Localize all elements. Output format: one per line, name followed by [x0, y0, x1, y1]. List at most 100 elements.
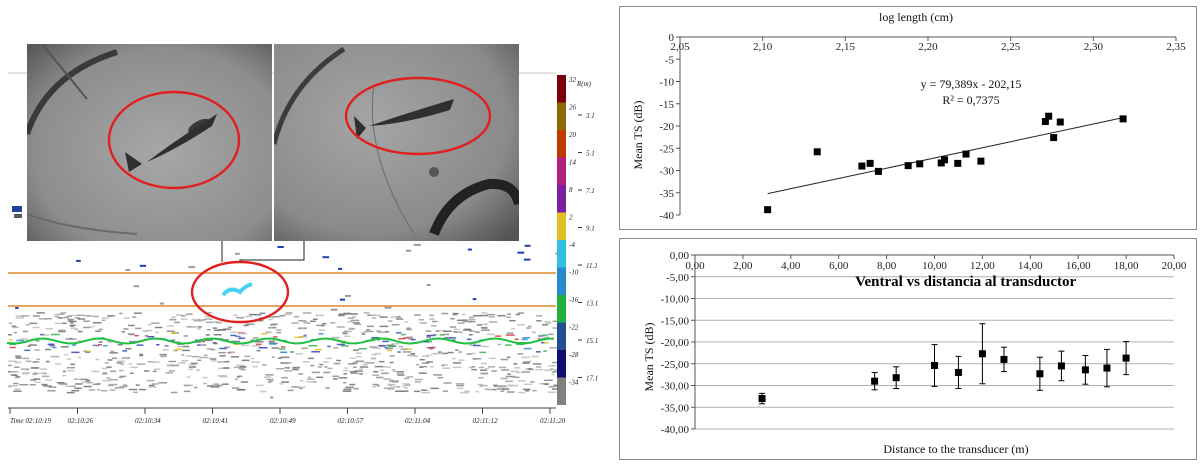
- chart1-y-tick: 0: [669, 32, 675, 44]
- chart2-point: [978, 350, 986, 358]
- time-label: 02:10:34: [135, 417, 161, 425]
- depth-label: 5.1: [586, 150, 595, 158]
- depth-label: 9.1: [586, 225, 595, 233]
- colorbar-segment: [557, 157, 566, 185]
- chart2-point: [1057, 362, 1065, 370]
- chart2-x-tick: 10,00: [922, 260, 947, 272]
- chart1-point: [962, 150, 970, 158]
- chart1-equation: y = 79,389x - 202,15: [921, 77, 1022, 91]
- time-label: 02:11:12: [473, 417, 499, 425]
- chart2-point: [1103, 364, 1111, 372]
- bottom-echo-line: [7, 337, 555, 345]
- fish-highlight-right: [344, 76, 492, 156]
- colorbar-label: 8: [569, 186, 573, 194]
- colorbar-segment: [557, 295, 566, 323]
- chart1-point: [941, 156, 949, 164]
- chart2-point: [1122, 354, 1130, 362]
- chart2-point: [954, 368, 962, 376]
- chart1-x-tick: 2,05: [670, 41, 690, 53]
- chart1-y-tick: -30: [659, 166, 674, 178]
- colorbar-segment: [557, 322, 566, 350]
- chart2-point: [758, 395, 766, 403]
- colorbar-segment: [557, 185, 566, 213]
- depth-label: 11.1: [586, 262, 598, 270]
- chart2-y-tick: -15,00: [661, 315, 690, 327]
- chart1-point: [1041, 118, 1049, 126]
- chart2-point: [871, 377, 879, 385]
- colorbar-label: -22: [569, 324, 579, 332]
- chart2-point: [1036, 370, 1044, 378]
- chart2-x-tick: 12,00: [970, 260, 995, 272]
- chart2-point: [1081, 366, 1089, 374]
- colorbar-label: 2: [569, 214, 573, 222]
- echo-band: [7, 190, 560, 399]
- chart1-y-tick: -40: [659, 210, 674, 222]
- time-label: 02:10:49: [270, 417, 296, 425]
- colorbar-label: -10: [569, 269, 579, 277]
- chart2-x-tick: 4,00: [781, 260, 801, 272]
- chart1-y-tick: -25: [659, 143, 674, 155]
- colorbar-segment: [557, 102, 566, 130]
- colorbar-label: -34: [569, 379, 579, 387]
- chart1-point: [1119, 115, 1127, 123]
- depth-labels: 3.1 5.1 7.1 9.1 11.1 13.1 15.1 17.1: [578, 112, 598, 383]
- colorbar-label: -4: [569, 241, 575, 249]
- colorbar-label: -28: [569, 351, 579, 359]
- chart1-x-tick: 2,15: [836, 41, 856, 53]
- chart-ts-vs-distance-svg: Mean TS (dB) Distance to the transducer …: [642, 250, 1187, 456]
- colorbar-segment: [557, 75, 566, 103]
- chart1-x-tick: 2,35: [1166, 41, 1186, 53]
- chart1-r-squared: R² = 0,7375: [942, 93, 999, 107]
- colorbar-label: 14: [569, 159, 577, 167]
- chart2-ylabel: Mean TS (dB): [642, 322, 656, 391]
- time-label: 02:11:04: [405, 417, 431, 425]
- colorbar-label: -16: [569, 296, 579, 304]
- chart2-point: [931, 361, 938, 369]
- chart-ts-vs-distance: Mean TS (dB) Distance to the transducer …: [619, 238, 1197, 460]
- chart2-y-tick: -35,00: [661, 402, 690, 414]
- chart2-x-tick: 8,00: [877, 260, 897, 272]
- time-label: 02:10:26: [68, 417, 94, 425]
- time-label: 02:11:20: [540, 417, 566, 425]
- depth-label: 13.1: [586, 300, 598, 308]
- fish-highlight-left: [107, 90, 241, 190]
- echogram-panel: 32 26 20 14 8 2 -4 -10 -16 -22 -28 -34 R(m) 3.1 5.1 7…: [0, 40, 600, 464]
- time-label: Time 02:10:19: [10, 417, 52, 425]
- chart1-x-tick: 2,20: [918, 41, 938, 53]
- chart2-y-tick: -40,00: [661, 424, 690, 436]
- chart1-ylabel: Mean TS (dB): [631, 100, 645, 169]
- chart1-point: [904, 162, 912, 170]
- chart1-point: [1050, 134, 1058, 142]
- depth-label: 17.1: [586, 375, 598, 383]
- chart-ts-vs-length-svg: log length (cm) Mean TS (dB) y = 79,389x…: [631, 10, 1186, 222]
- chart1-point: [954, 159, 962, 167]
- chart-ts-vs-length: log length (cm) Mean TS (dB) y = 79,389x…: [619, 6, 1197, 230]
- chart2-title: Ventral vs distancia al transductor: [855, 274, 1076, 290]
- colorbar-segment: [557, 267, 566, 295]
- colorbar: 32 26 20 14 8 2 -4 -10 -16 -22 -28 -34: [557, 75, 579, 405]
- chart1-y-tick: -35: [659, 188, 674, 200]
- chart2-x-tick: 14,00: [1018, 260, 1043, 272]
- chart2-y-tick: -20,00: [661, 337, 690, 349]
- chart1-y-tick: -15: [659, 99, 674, 111]
- chart2-xlabel: Distance to the transducer (m): [883, 442, 1028, 456]
- colorbar-segment: [557, 240, 566, 268]
- depth-label: 3.1: [585, 112, 595, 120]
- depth-label: 15.1: [586, 337, 598, 345]
- chart2-y-tick: -30,00: [661, 381, 690, 393]
- chart2-x-tick: 16,00: [1066, 260, 1091, 272]
- chart1-point: [866, 159, 874, 167]
- depth-label: 7.1: [586, 187, 595, 195]
- camera-photo-right: [271, 44, 524, 241]
- chart1-y-tick: -20: [659, 121, 674, 133]
- chart1-point: [874, 167, 882, 175]
- chart2-x-tick: 18,00: [1114, 260, 1139, 272]
- time-label: 02:10:57: [338, 417, 364, 425]
- chart1-point: [813, 148, 821, 156]
- time-label: 02:10:41: [203, 417, 229, 425]
- chart2-y-tick: -25,00: [661, 359, 690, 371]
- chart1-point: [1045, 112, 1053, 120]
- chart2-y-tick: 0,00: [670, 250, 690, 262]
- colorbar-label: 32: [568, 76, 577, 84]
- chart2-x-tick: 6,00: [829, 260, 849, 272]
